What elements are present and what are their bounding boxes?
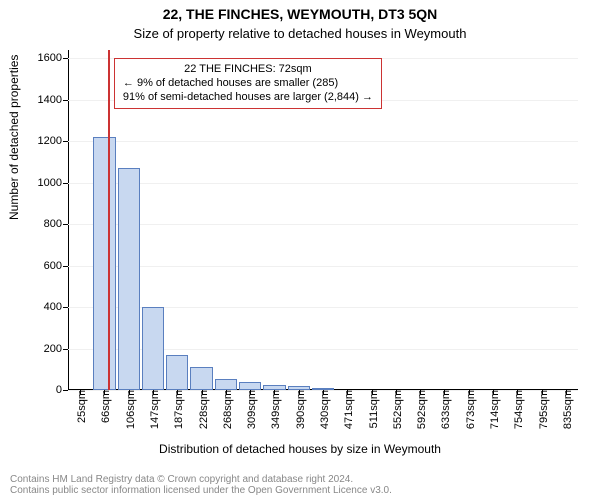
info-box-line: 22 THE FINCHES: 72sqm: [123, 63, 373, 77]
grid-line: [68, 141, 578, 142]
x-tick-label: 25sqm: [72, 390, 88, 423]
x-tick-label: 147sqm: [145, 390, 161, 429]
histogram-bar: [239, 382, 261, 390]
y-tick-label: 600: [44, 260, 68, 272]
y-tick-label: 1000: [38, 177, 68, 189]
x-tick-label: 592sqm: [412, 390, 428, 429]
x-tick-label: 633sqm: [436, 390, 452, 429]
histogram-bar: [190, 367, 212, 390]
x-tick-label: 187sqm: [169, 390, 185, 429]
x-tick-label: 795sqm: [534, 390, 550, 429]
x-tick-label: 228sqm: [194, 390, 210, 429]
y-tick-label: 400: [44, 301, 68, 313]
chart-subtitle: Size of property relative to detached ho…: [0, 26, 600, 41]
y-tick-label: 1400: [38, 94, 68, 106]
histogram-bar: [166, 355, 188, 390]
property-marker-line: [108, 50, 110, 390]
footer-line-1: Contains HM Land Registry data © Crown c…: [10, 474, 392, 485]
chart-container: 22, THE FINCHES, WEYMOUTH, DT3 5QN Size …: [0, 0, 600, 500]
x-tick-label: 511sqm: [364, 390, 380, 428]
x-tick-label: 268sqm: [218, 390, 234, 429]
chart-title: 22, THE FINCHES, WEYMOUTH, DT3 5QN: [0, 6, 600, 22]
info-box-line: ← 9% of detached houses are smaller (285…: [123, 77, 373, 91]
x-tick-label: 309sqm: [242, 390, 258, 429]
x-tick-label: 754sqm: [509, 390, 525, 429]
grid-line: [68, 224, 578, 225]
y-axis-label: Number of detached properties: [7, 55, 21, 220]
x-tick-label: 430sqm: [315, 390, 331, 429]
y-tick-label: 1200: [38, 135, 68, 147]
y-tick-label: 800: [44, 218, 68, 230]
x-tick-label: 552sqm: [388, 390, 404, 429]
histogram-bar: [215, 379, 237, 390]
histogram-bar: [93, 137, 115, 390]
footer-attribution: Contains HM Land Registry data © Crown c…: [10, 474, 392, 496]
info-box-line: 91% of semi-detached houses are larger (…: [123, 91, 373, 105]
y-tick-label: 200: [44, 343, 68, 355]
x-tick-label: 349sqm: [266, 390, 282, 429]
grid-line: [68, 266, 578, 267]
property-info-box: 22 THE FINCHES: 72sqm← 9% of detached ho…: [114, 58, 382, 109]
x-axis-label: Distribution of detached houses by size …: [0, 442, 600, 456]
footer-line-2: Contains public sector information licen…: [10, 485, 392, 496]
x-tick-label: 835sqm: [558, 390, 574, 429]
x-tick-label: 66sqm: [96, 390, 112, 423]
y-axis-line: [68, 50, 69, 390]
x-tick-label: 106sqm: [121, 390, 137, 429]
x-tick-label: 390sqm: [291, 390, 307, 429]
x-tick-label: 714sqm: [485, 390, 501, 429]
histogram-bar: [118, 168, 140, 390]
plot-area: 0200400600800100012001400160025sqm66sqm1…: [68, 50, 578, 390]
grid-line: [68, 183, 578, 184]
y-tick-label: 1600: [38, 52, 68, 64]
histogram-bar: [142, 307, 164, 390]
x-tick-label: 673sqm: [461, 390, 477, 429]
y-tick-label: 0: [56, 384, 68, 396]
x-tick-label: 471sqm: [339, 390, 355, 429]
